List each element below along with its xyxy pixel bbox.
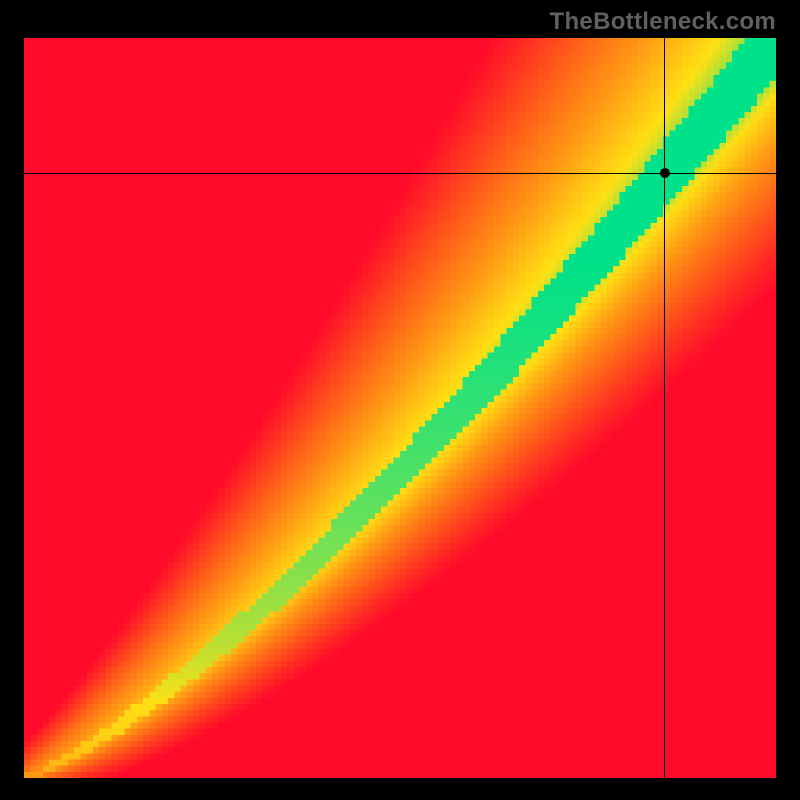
heatmap-plot-area	[24, 38, 776, 778]
watermark-text: TheBottleneck.com	[550, 8, 776, 36]
crosshair-vertical	[664, 38, 666, 778]
chart-container: TheBottleneck.com	[0, 0, 800, 800]
